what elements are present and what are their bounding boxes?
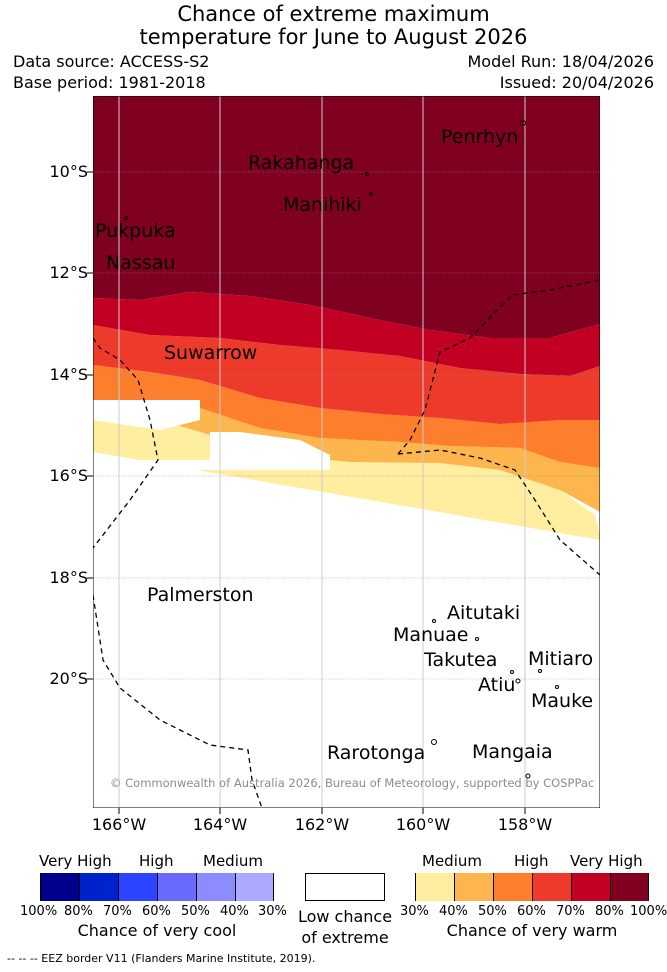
lat-label-14s: 14°S: [49, 365, 88, 384]
island-label-penrhyn: Penrhyn: [441, 126, 519, 148]
warm-header-high: High: [514, 852, 549, 870]
cool-swatch-4: [158, 873, 197, 901]
island-label-palmerston: Palmerston: [147, 584, 254, 606]
lat-label-10s: 10°S: [49, 162, 88, 181]
warm-pct-40: 40%: [439, 904, 468, 919]
cool-pct-60: 60%: [142, 904, 171, 919]
data-source: Data source: ACCESS-S2: [13, 52, 210, 71]
warm-pct-50: 50%: [478, 904, 507, 919]
island-label-nassau: Nassau: [106, 252, 176, 274]
warm-pct-30: 30%: [400, 904, 429, 919]
cool-pct-100: 100%: [20, 904, 58, 919]
cool-swatch-6: [236, 873, 273, 901]
neutral-swatch: [305, 873, 385, 901]
map-title-line1: Chance of extreme maximum: [177, 2, 490, 26]
eez-border-south-east: [397, 449, 600, 576]
island-label-manihiki: Manihiki: [283, 194, 362, 216]
cool-pct-40: 40%: [220, 904, 249, 919]
lat-label-18s: 18°S: [49, 568, 88, 587]
neutral-caption-line1: Low chance: [297, 907, 393, 926]
island-label-aitutaki: Aitutaki: [447, 602, 521, 624]
warm-swatch-2: [455, 873, 494, 901]
island-label-atiu: Atiu: [478, 674, 516, 696]
eez-border-central: [397, 279, 600, 455]
lon-label-166w: 166°W: [91, 815, 147, 834]
island-label-takutea: Takutea: [424, 649, 498, 671]
warm-caption: Chance of very warm: [446, 921, 618, 940]
copyright-notice: © Commonwealth of Australia 2026, Bureau…: [110, 776, 595, 790]
cool-caption: Chance of very cool: [77, 921, 237, 940]
warm-swatch-5: [572, 873, 611, 901]
warm-header-medium: Medium: [422, 852, 482, 870]
cool-pct-70: 70%: [103, 904, 132, 919]
eez-border-note: -- -- -- EEZ border V11 (Flanders Marine…: [7, 952, 316, 965]
warm-swatch-1: [416, 873, 455, 901]
lat-label-12s: 12°S: [49, 263, 88, 282]
cool-swatch-1: [41, 873, 80, 901]
warm-pct-60: 60%: [517, 904, 546, 919]
cool-header-medium: Medium: [203, 852, 263, 870]
eez-border-north: [93, 337, 159, 549]
neutral-caption-line2: of extreme: [301, 928, 389, 947]
lon-label-160w: 160°W: [395, 815, 451, 834]
lat-label-20s: 20°S: [49, 669, 88, 688]
warm-swatch-4: [533, 873, 572, 901]
warm-swatch-6: [611, 873, 648, 901]
island-label-manuae: Manuae: [393, 624, 469, 646]
base-period: Base period: 1981-2018: [13, 73, 206, 92]
issued-date: Issued: 20/04/2026: [499, 73, 654, 92]
island-label-pukpuka: Pukpuka: [95, 220, 176, 242]
island-label-mitiaro: Mitiaro: [528, 648, 594, 670]
island-label-rarotonga: Rarotonga: [327, 742, 426, 764]
lon-label-164w: 164°W: [192, 815, 248, 834]
warm-pct-70: 70%: [556, 904, 585, 919]
island-label-mauke: Mauke: [531, 690, 594, 712]
warm-header-very-high: Very High: [570, 852, 643, 870]
warm-pct-100: 100%: [630, 904, 667, 919]
lon-label-162w: 162°W: [294, 815, 350, 834]
lon-label-158w: 158°W: [497, 815, 553, 834]
cool-header-high: High: [139, 852, 174, 870]
model-run: Model Run: 18/04/2026: [467, 52, 655, 71]
cool-header-very-high: Very High: [39, 852, 112, 870]
island-label-suwarrow: Suwarrow: [164, 342, 258, 364]
lat-label-16s: 16°S: [49, 466, 88, 485]
map-title-line2: temperature for June to August 2026: [139, 25, 528, 49]
warm-swatch-3: [494, 873, 533, 901]
cool-swatch-2: [80, 873, 119, 901]
cool-pct-30: 30%: [258, 904, 287, 919]
island-label-mangaia: Mangaia: [472, 741, 553, 763]
cool-swatch-3: [119, 873, 158, 901]
cool-swatch-5: [197, 873, 236, 901]
cool-pct-80: 80%: [64, 904, 93, 919]
warm-pct-80: 80%: [595, 904, 624, 919]
cool-pct-50: 50%: [181, 904, 210, 919]
island-label-rakahanga: Rakahanga: [248, 152, 355, 174]
